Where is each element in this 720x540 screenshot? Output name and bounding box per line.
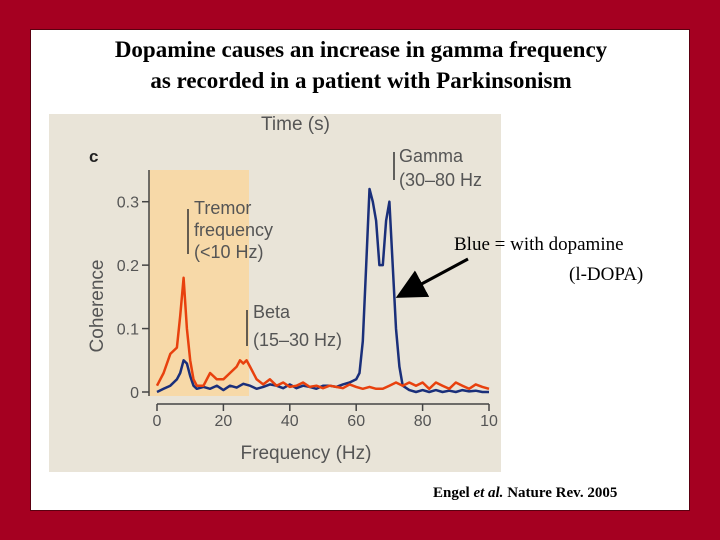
- reference-etal: et al.: [473, 485, 504, 501]
- y-tick-label: 0: [130, 385, 139, 402]
- beta-label-1: Beta: [253, 302, 291, 322]
- x-tick-label: 0: [153, 413, 162, 430]
- tremor-label-2: frequency: [194, 220, 273, 240]
- y-tick-label: 0.1: [117, 322, 139, 339]
- y-axis-label: Coherence: [87, 260, 108, 353]
- gamma-label-2: (30–80 Hz: [399, 170, 482, 190]
- beta-label-2: (15–30 Hz): [253, 330, 342, 350]
- slide-panel: Dopamine causes an increase in gamma fre…: [30, 29, 690, 511]
- tremor-label-1: Tremor: [194, 198, 251, 218]
- x-ticks: 0 20 40 60 80 10: [153, 404, 498, 430]
- title-line-1: Dopamine causes an increase in gamma fre…: [114, 37, 608, 62]
- slide-title: Dopamine causes an increase in gamma fre…: [31, 34, 691, 96]
- tremor-band-shade: [149, 170, 249, 396]
- annotation-line-1: Blue = with dopamine: [454, 234, 624, 255]
- annotation-line-2: (l-DOPA): [569, 264, 644, 285]
- x-tick-label: 60: [347, 413, 365, 430]
- x-tick-label: 20: [215, 413, 233, 430]
- y-ticks: 0 0.1 0.2 0.3: [117, 195, 149, 402]
- x-tick-label: 80: [414, 413, 432, 430]
- x-tick-label: 10: [480, 413, 498, 430]
- top-axis-label: Time (s): [261, 114, 330, 135]
- reference-journal: Nature Rev. 2005: [507, 485, 618, 501]
- tremor-label-3: (<10 Hz): [194, 242, 264, 262]
- x-tick-label: 40: [281, 413, 299, 430]
- coherence-chart: Time (s) c Coherence Frequency (Hz) 0 0.1…: [87, 114, 498, 464]
- reference-citation: Engel et al. Nature Rev. 2005: [433, 485, 617, 502]
- title-line-2: as recorded in a patient with Parkinsoni…: [150, 68, 572, 93]
- series-layer: [155, 187, 490, 394]
- panel-letter: c: [89, 147, 98, 166]
- gamma-label-1: Gamma: [399, 146, 464, 166]
- reference-author: Engel: [433, 485, 470, 501]
- series-line-red: [155, 276, 490, 391]
- coherence-figure: Time (s) c Coherence Frequency (Hz) 0 0.1…: [49, 114, 501, 472]
- y-tick-label: 0.3: [117, 195, 139, 212]
- x-axis-label: Frequency (Hz): [241, 443, 372, 464]
- y-tick-label: 0.2: [117, 258, 139, 275]
